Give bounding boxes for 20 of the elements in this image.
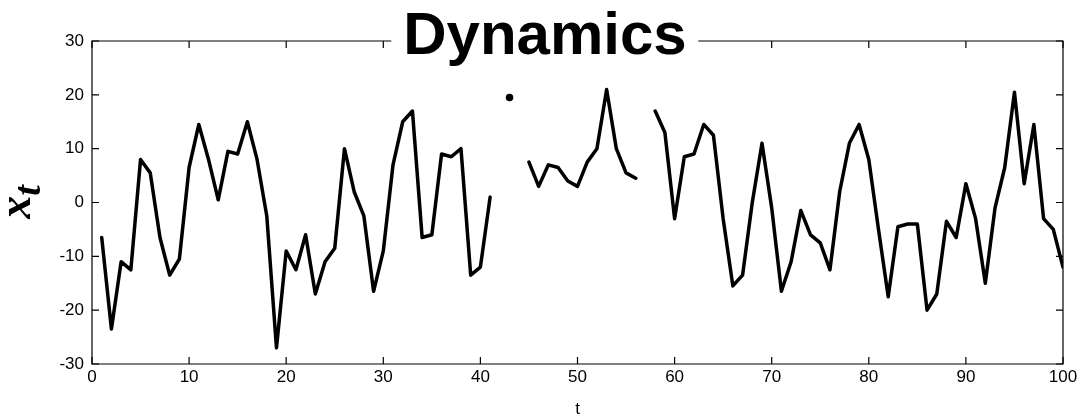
y-tick-label: 30 (65, 30, 84, 50)
x-tick-label: 90 (956, 366, 976, 386)
chart-title: Dynamics (391, 0, 699, 67)
x-tick-label: 10 (179, 366, 199, 386)
x-tick-label: 50 (568, 366, 587, 386)
x-axis-title: t (575, 399, 581, 419)
y-tick-label: 10 (65, 138, 84, 158)
x-tick-label: 30 (373, 366, 393, 386)
y-tick-label: 0 (74, 192, 84, 212)
x-tick-label: 100 (1048, 366, 1078, 386)
x-tick-label: 60 (665, 366, 685, 386)
y-tick-label: -20 (59, 299, 84, 319)
x-tick-label: 80 (859, 366, 879, 386)
y-tick-label: -30 (59, 353, 84, 373)
x-tick-label: 0 (87, 366, 97, 386)
y-tick-label: -10 (59, 246, 84, 266)
y-tick-label: 20 (65, 84, 84, 104)
x-tick-label: 70 (762, 366, 782, 386)
x-tick-label: 40 (470, 366, 490, 386)
x-tick-label: 20 (276, 366, 296, 386)
